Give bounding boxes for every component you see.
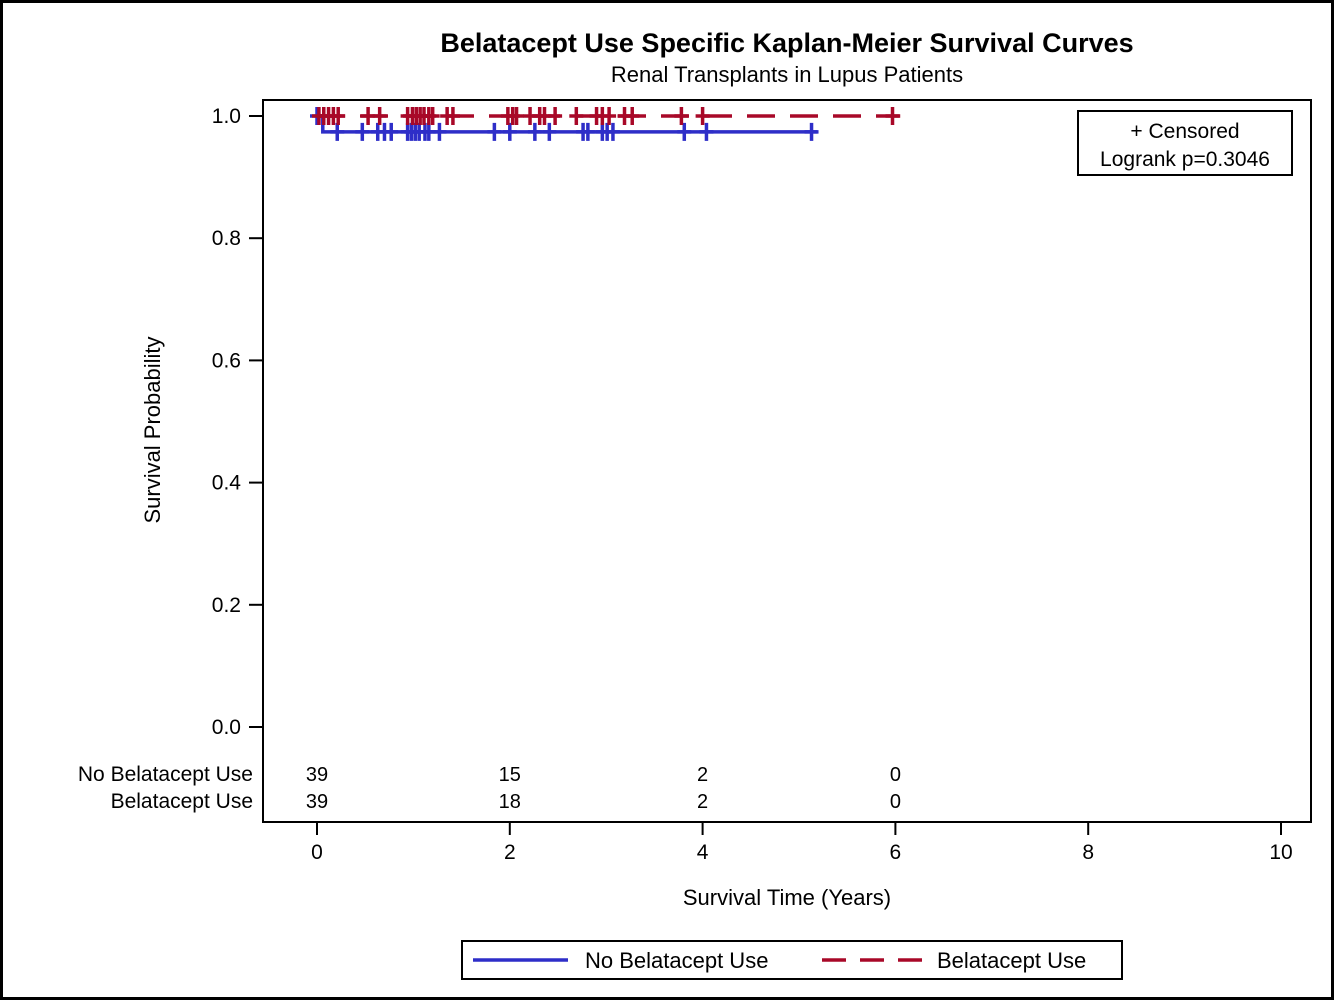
atrisk-count: 2 xyxy=(697,764,708,786)
y-tick-label: 0.6 xyxy=(212,349,241,372)
plot-area-border xyxy=(262,99,1312,823)
x-tick-label: 6 xyxy=(890,841,902,864)
chart-title: Belatacept Use Specific Kaplan-Meier Sur… xyxy=(440,28,1133,58)
y-tick-label: 0.8 xyxy=(212,227,241,250)
atrisk-count: 15 xyxy=(499,764,521,786)
y-axis-ticks: 0.0 0.2 0.4 0.6 0.8 1.0 xyxy=(212,105,263,739)
bottom-legend: No Belatacept Use Belatacept Use xyxy=(461,940,1123,980)
x-tick-label: 10 xyxy=(1269,841,1292,864)
legend-label-no-belatacept: No Belatacept Use xyxy=(585,948,768,973)
atrisk-count: 39 xyxy=(306,791,328,813)
legend-border xyxy=(461,940,1123,980)
x-tick-label: 4 xyxy=(697,841,709,864)
censored-inset-box: + Censored Logrank p=0.3046 xyxy=(1077,110,1293,176)
y-tick-label: 0.2 xyxy=(212,594,241,617)
inset-border xyxy=(1077,110,1293,176)
y-tick-label: 1.0 xyxy=(212,105,241,128)
y-axis-title: Survival Probability xyxy=(140,336,165,523)
censored-label: + Censored xyxy=(1130,120,1239,143)
atrisk-label-belatacept: Belatacept Use xyxy=(111,790,253,813)
legend-label-belatacept: Belatacept Use xyxy=(937,948,1086,973)
logrank-label: Logrank p=0.3046 xyxy=(1100,148,1270,171)
survival-curves xyxy=(310,107,901,141)
atrisk-label-no-belatacept: No Belatacept Use xyxy=(78,763,253,786)
atrisk-count: 0 xyxy=(890,791,901,813)
y-tick-label: 0.0 xyxy=(212,716,241,739)
atrisk-count: 2 xyxy=(697,791,708,813)
x-tick-label: 8 xyxy=(1082,841,1094,864)
atrisk-count: 39 xyxy=(306,764,328,786)
atrisk-numbers: 39 15 2 0 39 18 2 0 xyxy=(306,764,901,813)
x-axis-ticks: 0 2 4 6 8 10 xyxy=(311,822,1293,864)
atrisk-count: 0 xyxy=(890,764,901,786)
x-tick-label: 0 xyxy=(311,841,323,864)
chart-subtitle: Renal Transplants in Lupus Patients xyxy=(611,62,963,87)
x-axis-title: Survival Time (Years) xyxy=(683,885,891,910)
y-tick-label: 0.4 xyxy=(212,472,242,495)
x-tick-label: 2 xyxy=(504,841,516,864)
atrisk-count: 18 xyxy=(499,791,521,813)
